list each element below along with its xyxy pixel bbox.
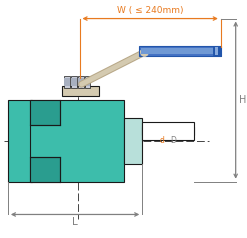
- Text: D: D: [170, 136, 176, 145]
- Bar: [142, 122, 194, 140]
- Text: H: H: [239, 95, 246, 105]
- Bar: [215, 47, 218, 55]
- Bar: [84, 76, 90, 88]
- Bar: [78, 76, 83, 88]
- Bar: [64, 78, 70, 86]
- Bar: [8, 100, 32, 182]
- Bar: [30, 157, 60, 182]
- Bar: [142, 127, 194, 135]
- Bar: [71, 78, 77, 86]
- Bar: [84, 78, 90, 86]
- Bar: [64, 76, 70, 88]
- Bar: [30, 100, 60, 125]
- Text: W ( ≤ 240mm): W ( ≤ 240mm): [117, 5, 184, 15]
- Bar: [62, 86, 100, 96]
- Bar: [139, 46, 221, 56]
- Bar: [78, 78, 83, 86]
- Bar: [30, 100, 124, 182]
- Bar: [124, 118, 142, 164]
- Bar: [213, 46, 221, 56]
- Bar: [141, 48, 213, 54]
- Bar: [71, 76, 77, 88]
- Text: d: d: [160, 136, 165, 145]
- Text: L: L: [72, 218, 78, 228]
